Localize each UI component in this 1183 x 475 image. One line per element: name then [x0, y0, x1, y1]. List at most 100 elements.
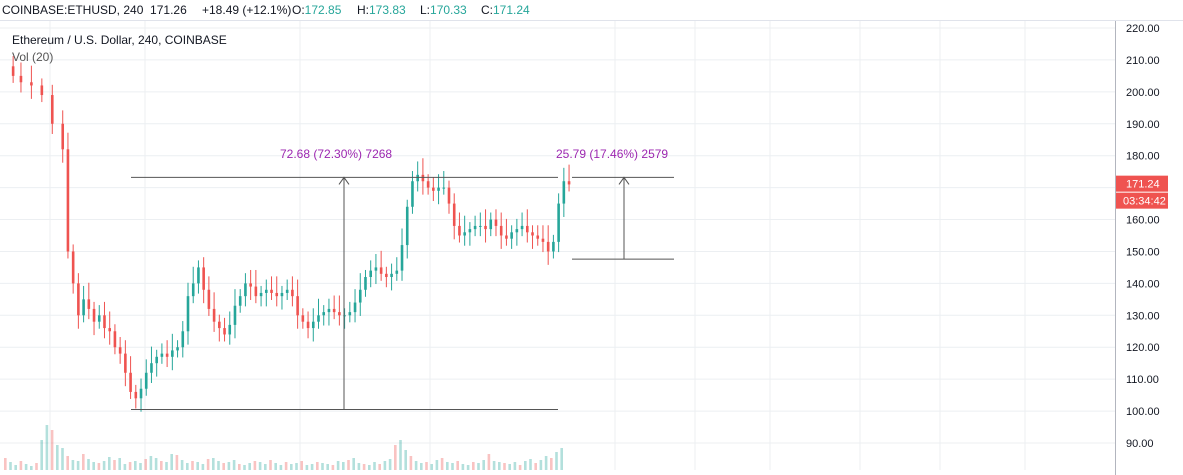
volume-bar	[40, 440, 43, 470]
volume-bar	[258, 462, 262, 470]
candle-body	[390, 273, 393, 277]
volume-indicator-label[interactable]: Vol (20)	[12, 50, 54, 64]
symbol-label[interactable]: COINBASE:ETHUSD, 240 171.26	[2, 3, 187, 17]
volume-bar	[284, 462, 288, 470]
volume-bar	[108, 457, 111, 470]
volume-bar	[336, 461, 340, 470]
volume-bar	[513, 462, 517, 470]
y-tick-label: 210.00	[1126, 55, 1160, 67]
y-tick-label: 220.00	[1126, 23, 1160, 35]
candle-body	[92, 308, 96, 322]
volume-bar	[305, 465, 309, 470]
volume-bar	[539, 460, 543, 470]
candle-body	[139, 388, 143, 399]
candle-body	[233, 305, 237, 325]
candle-body	[353, 302, 357, 313]
candle-body	[155, 356, 158, 364]
candle-body	[463, 232, 466, 236]
volume-bar	[550, 458, 553, 470]
countdown-label: 03:34:42	[1123, 196, 1166, 208]
volume-bar	[35, 463, 38, 470]
volume-bar	[555, 452, 558, 470]
candle-body	[176, 347, 179, 351]
volume-bar	[97, 463, 101, 470]
volume-bar	[238, 464, 241, 470]
volume-bar	[472, 462, 475, 470]
candle-body	[285, 289, 289, 293]
candle-body	[144, 372, 148, 389]
candle-body	[150, 363, 153, 373]
candle-body	[306, 321, 310, 329]
volume-bar	[425, 462, 428, 470]
candle-body	[338, 312, 341, 316]
volume-bar	[4, 458, 7, 470]
change-label: +18.49 (+12.1%)	[202, 3, 292, 17]
candle-body	[134, 391, 138, 399]
volume-bar	[82, 454, 85, 470]
volume-bar	[487, 454, 491, 470]
volume-bar	[123, 464, 127, 470]
candle-body	[432, 187, 435, 191]
volume-bar	[399, 440, 402, 470]
candle-body	[165, 353, 169, 357]
volume-bar	[409, 456, 413, 470]
series-title: Ethereum / U.S. Dollar, 240, COINBASE	[12, 33, 227, 47]
volume-bar	[388, 459, 392, 470]
candle-body	[82, 299, 85, 316]
candle-body	[447, 187, 451, 204]
y-tick-label: 120.00	[1126, 342, 1160, 354]
volume-bar	[71, 460, 75, 470]
candle-body	[280, 292, 284, 297]
candle-body	[421, 174, 425, 182]
volume-bar	[170, 454, 173, 470]
candle-body	[186, 296, 190, 332]
y-tick-label: 110.00	[1126, 374, 1159, 386]
volume-bar	[362, 464, 366, 470]
high-value: H:173.83	[357, 3, 406, 17]
symbol-header: COINBASE:ETHUSD, 240 171.26 +18.49 (+12.…	[0, 0, 1183, 20]
candle-body	[426, 181, 430, 188]
volume-bar	[206, 459, 210, 470]
volume-bar	[326, 464, 329, 470]
candle-body	[552, 241, 555, 252]
volume-bar	[92, 462, 95, 470]
volume-bar	[342, 462, 345, 470]
measure-arrow	[338, 176, 350, 185]
volume-bar	[160, 461, 163, 470]
candle-body	[124, 353, 127, 373]
candle-body	[228, 324, 232, 335]
candle-body	[218, 321, 221, 329]
volume-bar	[461, 464, 465, 470]
volume-bar	[477, 463, 480, 470]
volume-bar	[498, 462, 501, 470]
volume-bar	[279, 465, 283, 470]
volume-bar	[30, 466, 33, 470]
volume-bar	[440, 458, 444, 470]
volume-bar	[482, 460, 485, 470]
candle-body	[343, 315, 346, 317]
volume-bar	[378, 464, 381, 470]
volume-bar	[56, 445, 59, 470]
volume-bar	[154, 458, 158, 470]
candle-body	[458, 225, 461, 236]
y-tick-label: 190.00	[1126, 119, 1160, 131]
candle-body	[499, 225, 503, 236]
volume-bar	[544, 456, 548, 470]
volume-bar	[76, 461, 80, 470]
volume-bar	[451, 463, 454, 470]
candle-body	[468, 229, 472, 233]
volume-bar	[45, 425, 49, 470]
candle-body	[369, 270, 372, 277]
candle-body	[473, 225, 477, 230]
y-tick-label: 100.00	[1126, 406, 1160, 418]
candle-body	[19, 75, 23, 83]
y-tick-label: 160.00	[1126, 215, 1160, 227]
open-value: O:172.85	[292, 3, 342, 17]
candle-body	[526, 225, 529, 233]
volume-bar	[394, 445, 397, 470]
candle-body	[358, 289, 362, 303]
candle-body	[442, 187, 446, 189]
candle-body	[379, 267, 383, 274]
volume-bar	[14, 465, 17, 470]
